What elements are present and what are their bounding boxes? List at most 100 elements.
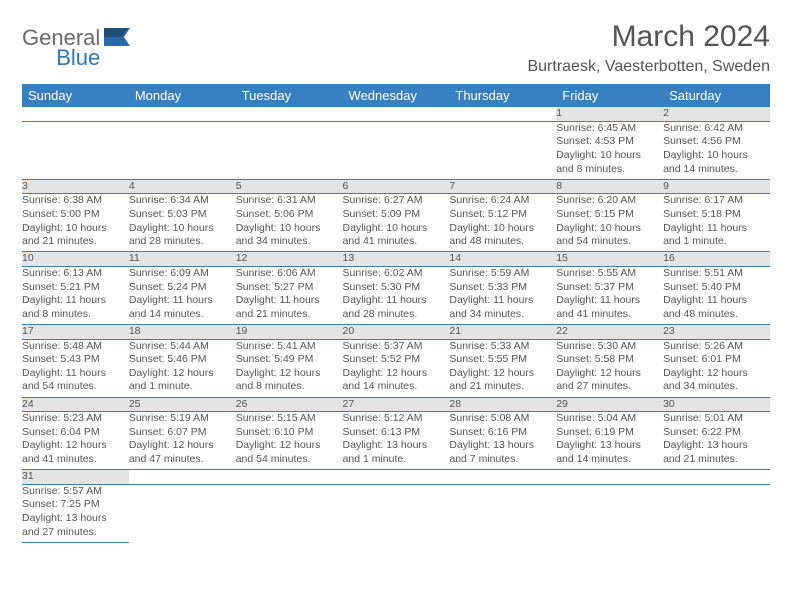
weekday-header: Thursday xyxy=(449,84,556,107)
day-detail-line: Sunrise: 5:59 AM xyxy=(449,267,556,281)
day-detail-line: and 41 minutes. xyxy=(556,308,663,322)
day-detail-line: Sunset: 6:10 PM xyxy=(236,426,343,440)
day-detail-line: Daylight: 11 hours xyxy=(663,222,770,236)
logo: General Blue xyxy=(22,26,130,71)
day-number-cell: 5 xyxy=(236,179,343,194)
day-number-cell: 3 xyxy=(22,179,129,194)
day-detail-line: Daylight: 12 hours xyxy=(236,367,343,381)
day-detail-line: Sunset: 5:18 PM xyxy=(663,208,770,222)
day-detail-line: Daylight: 10 hours xyxy=(343,222,450,236)
day-detail-line: Sunrise: 5:44 AM xyxy=(129,340,236,354)
day-details-cell: Sunrise: 5:26 AMSunset: 6:01 PMDaylight:… xyxy=(663,339,770,397)
day-details-cell xyxy=(556,484,663,542)
day-detail-line: Sunrise: 5:55 AM xyxy=(556,267,663,281)
title-block: March 2024 Burtraesk, Vaesterbotten, Swe… xyxy=(527,20,770,76)
day-detail-line: Sunset: 5:21 PM xyxy=(22,281,129,295)
calendar-table: SundayMondayTuesdayWednesdayThursdayFrid… xyxy=(22,84,770,543)
day-detail-line: Daylight: 12 hours xyxy=(556,367,663,381)
day-number-cell xyxy=(449,470,556,485)
header: General Blue March 2024 Burtraesk, Vaest… xyxy=(22,20,770,76)
day-detail-line: Sunrise: 6:31 AM xyxy=(236,194,343,208)
day-detail-line: Daylight: 13 hours xyxy=(449,439,556,453)
day-details-cell: Sunrise: 5:15 AMSunset: 6:10 PMDaylight:… xyxy=(236,412,343,470)
day-number-cell: 31 xyxy=(22,470,129,485)
logo-text-block: General Blue xyxy=(22,26,100,71)
day-detail-line: Daylight: 11 hours xyxy=(236,294,343,308)
day-detail-line: and 1 minute. xyxy=(129,380,236,394)
day-details-cell: Sunrise: 5:08 AMSunset: 6:16 PMDaylight:… xyxy=(449,412,556,470)
day-detail-line: Daylight: 10 hours xyxy=(556,149,663,163)
day-detail-line: Sunset: 6:16 PM xyxy=(449,426,556,440)
day-details-cell: Sunrise: 5:55 AMSunset: 5:37 PMDaylight:… xyxy=(556,266,663,324)
day-details-cell: Sunrise: 6:20 AMSunset: 5:15 PMDaylight:… xyxy=(556,194,663,252)
day-detail-line: Daylight: 13 hours xyxy=(22,512,129,526)
day-number-cell: 9 xyxy=(663,179,770,194)
day-detail-line: Sunrise: 5:48 AM xyxy=(22,340,129,354)
day-detail-line: Sunset: 7:25 PM xyxy=(22,498,129,512)
day-detail-line: Sunset: 6:19 PM xyxy=(556,426,663,440)
calendar-body: 12Sunrise: 6:45 AMSunset: 4:53 PMDayligh… xyxy=(22,107,770,542)
day-detail-line: Daylight: 11 hours xyxy=(129,294,236,308)
day-detail-line: Daylight: 11 hours xyxy=(449,294,556,308)
day-detail-line: Daylight: 12 hours xyxy=(236,439,343,453)
day-details-cell xyxy=(236,484,343,542)
day-number-cell: 14 xyxy=(449,252,556,267)
day-detail-line: Sunset: 5:37 PM xyxy=(556,281,663,295)
calendar-head: SundayMondayTuesdayWednesdayThursdayFrid… xyxy=(22,84,770,107)
day-details-cell: Sunrise: 5:12 AMSunset: 6:13 PMDaylight:… xyxy=(343,412,450,470)
day-detail-line: and 1 minute. xyxy=(343,453,450,467)
day-number-cell xyxy=(129,470,236,485)
day-detail-line: and 8 minutes. xyxy=(236,380,343,394)
day-detail-line: and 21 minutes. xyxy=(22,235,129,249)
day-detail-line: Daylight: 12 hours xyxy=(22,439,129,453)
day-detail-line: and 34 minutes. xyxy=(449,308,556,322)
day-detail-line: Sunset: 4:53 PM xyxy=(556,135,663,149)
day-number-cell: 23 xyxy=(663,324,770,339)
day-number-cell: 4 xyxy=(129,179,236,194)
day-detail-line: Sunrise: 5:33 AM xyxy=(449,340,556,354)
day-number-cell xyxy=(236,470,343,485)
day-detail-line: Sunrise: 6:42 AM xyxy=(663,122,770,136)
day-details-cell: Sunrise: 5:57 AMSunset: 7:25 PMDaylight:… xyxy=(22,484,129,542)
day-details-cell: Sunrise: 5:01 AMSunset: 6:22 PMDaylight:… xyxy=(663,412,770,470)
day-detail-line: and 41 minutes. xyxy=(22,453,129,467)
day-detail-line: Sunrise: 6:20 AM xyxy=(556,194,663,208)
day-detail-line: and 14 minutes. xyxy=(556,453,663,467)
weekday-header: Sunday xyxy=(22,84,129,107)
day-detail-line: Daylight: 12 hours xyxy=(663,367,770,381)
location: Burtraesk, Vaesterbotten, Sweden xyxy=(527,58,770,76)
day-number-cell xyxy=(449,107,556,121)
day-detail-line: Sunrise: 5:04 AM xyxy=(556,412,663,426)
day-detail-line: Sunrise: 5:41 AM xyxy=(236,340,343,354)
day-number-cell: 25 xyxy=(129,397,236,412)
day-details-cell: Sunrise: 6:06 AMSunset: 5:27 PMDaylight:… xyxy=(236,266,343,324)
day-detail-line: and 7 minutes. xyxy=(449,453,556,467)
day-details-cell xyxy=(236,121,343,179)
day-details-cell: Sunrise: 5:30 AMSunset: 5:58 PMDaylight:… xyxy=(556,339,663,397)
weekday-header: Friday xyxy=(556,84,663,107)
day-detail-line: Sunset: 5:55 PM xyxy=(449,353,556,367)
day-detail-line: and 21 minutes. xyxy=(663,453,770,467)
day-number-cell: 27 xyxy=(343,397,450,412)
day-detail-line: and 34 minutes. xyxy=(236,235,343,249)
day-details-cell: Sunrise: 6:17 AMSunset: 5:18 PMDaylight:… xyxy=(663,194,770,252)
day-details-cell xyxy=(663,484,770,542)
day-number-cell: 21 xyxy=(449,324,556,339)
day-detail-line: Sunrise: 5:57 AM xyxy=(22,485,129,499)
day-detail-line: and 8 minutes. xyxy=(22,308,129,322)
day-detail-line: and 14 minutes. xyxy=(129,308,236,322)
day-detail-line: Sunrise: 6:02 AM xyxy=(343,267,450,281)
day-detail-line: Sunrise: 5:15 AM xyxy=(236,412,343,426)
day-detail-line: Sunset: 6:07 PM xyxy=(129,426,236,440)
day-detail-line: and 34 minutes. xyxy=(663,380,770,394)
day-number-cell: 26 xyxy=(236,397,343,412)
day-detail-line: Sunset: 5:33 PM xyxy=(449,281,556,295)
day-number-cell: 10 xyxy=(22,252,129,267)
day-detail-line: Sunrise: 5:01 AM xyxy=(663,412,770,426)
day-detail-line: Sunrise: 6:45 AM xyxy=(556,122,663,136)
weekday-header: Wednesday xyxy=(343,84,450,107)
day-detail-line: Sunrise: 5:23 AM xyxy=(22,412,129,426)
day-detail-line: Sunset: 5:30 PM xyxy=(343,281,450,295)
day-details-cell: Sunrise: 5:37 AMSunset: 5:52 PMDaylight:… xyxy=(343,339,450,397)
day-details-cell xyxy=(343,484,450,542)
